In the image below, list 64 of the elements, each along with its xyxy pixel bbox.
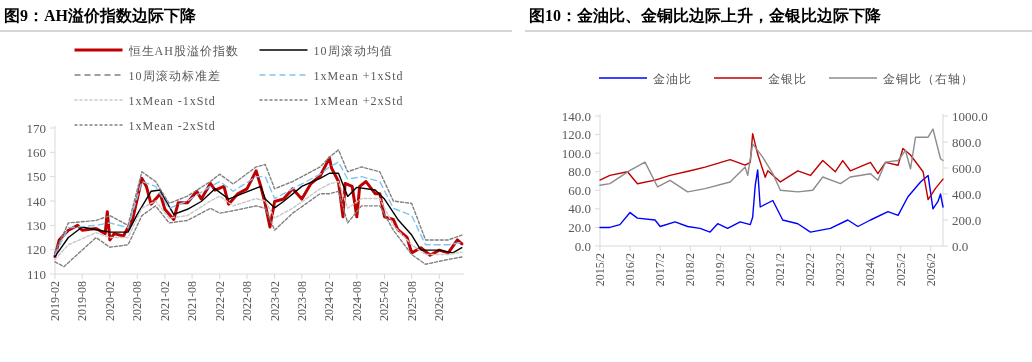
x-tick-label: 2024/2 [863,253,878,287]
line-series [54,190,463,268]
x-tick-label: 2024-02 [322,281,337,321]
x-tick-label: 2023-02 [267,281,282,321]
line-series [599,169,944,233]
y-tick-label: 130 [26,217,46,233]
x-tick-label: 2015/2 [593,253,607,287]
x-tick-label: 2024-08 [349,281,364,321]
legend-label: 10周滚动均值 [313,43,393,58]
legend-label: 1xMean +2xStd [313,93,404,108]
y-tick-label: 140 [26,193,46,209]
y-tick-label: 60.0 [568,182,591,198]
line-series [599,132,944,201]
x-tick-label: 2022-02 [212,281,227,321]
y-tick-label: 160 [26,144,46,160]
x-tick-label: 2021-02 [157,281,172,321]
y-tick-label: 170 [26,120,46,136]
x-tick-label: 2025-08 [404,281,419,321]
legend-label: 1xMean -2xStd [128,118,216,133]
x-tick-label: 2018/2 [683,253,698,287]
x-tick-label: 2022-08 [239,281,254,321]
x-tick-label: 2023/2 [833,253,848,287]
y-tick-label: 110 [26,266,46,282]
x-tick-label: 2025/2 [893,253,908,287]
chart-title: 图10：金油比、金铜比边际上升，金银比边际下降 [529,7,882,24]
x-tick-label: 2019-02 [48,281,62,321]
x-tick-label: 2020/2 [743,253,758,287]
y-tick-label: 80.0 [568,164,591,180]
x-tick-label: 2026/2 [923,253,938,287]
y-tick-label: 120 [26,242,46,258]
y-tick-label: 40.0 [568,201,591,217]
legend-label: 1xMean -1xStd [128,93,216,108]
x-tick-label: 2016/2 [623,253,638,287]
x-tick-label: 2021/2 [773,253,788,287]
y2-tick-label: 400.0 [952,186,982,202]
x-tick-label: 2019-08 [75,281,90,321]
y2-tick-label: 200.0 [952,212,982,228]
line-series [599,128,944,193]
x-tick-label: 2019/2 [713,253,728,287]
y-tick-label: 0.0 [574,238,591,254]
x-tick-label: 2026-02 [432,281,447,321]
x-tick-label: 2025-02 [377,281,392,321]
y2-tick-label: 600.0 [952,160,982,176]
x-tick-label: 2021-08 [185,281,200,321]
x-tick-label: 2020-08 [130,281,145,321]
x-tick-label: 2017/2 [653,253,668,287]
y2-tick-label: 0.0 [952,238,969,254]
legend-label: 金银比 [768,71,807,86]
y-tick-label: 20.0 [568,219,591,235]
x-tick-label: 2022/2 [803,253,818,287]
y-tick-label: 120.0 [561,127,591,143]
x-tick-label: 2020-02 [102,281,117,321]
legend-label: 10周滚动标准差 [128,68,221,83]
x-tick-label: 2023-08 [294,281,309,321]
y-tick-label: 140.0 [561,108,591,124]
y2-tick-label: 800.0 [952,134,982,150]
legend-label: 金油比 [653,71,692,86]
legend-label: 恒生AH股溢价指数 [127,43,239,58]
legend-label: 金铜比（右轴） [883,71,974,86]
y2-tick-label: 1000.0 [952,108,988,124]
chart-title: 图9：AH溢价指数边际下降 [4,7,197,24]
y-tick-label: 150 [26,169,46,185]
y-tick-label: 100.0 [561,145,591,161]
legend-label: 1xMean +1xStd [313,68,404,83]
